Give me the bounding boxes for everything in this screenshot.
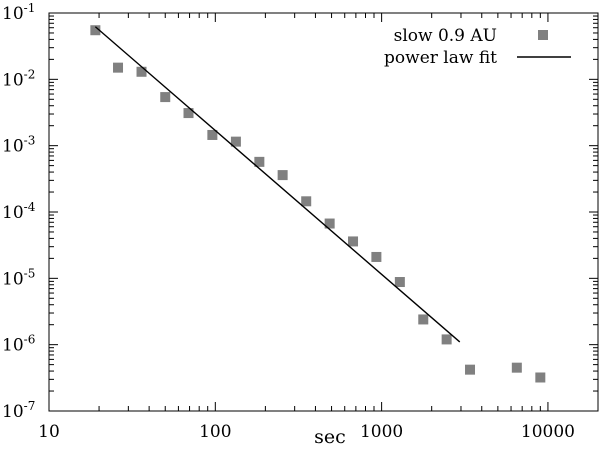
y-tick-label: 10-5 [2,266,35,289]
y-tick-label: 10-2 [2,67,35,90]
data-point [324,218,335,229]
data-point [441,334,452,345]
fit-line [94,26,461,343]
data-point [113,62,124,73]
y-tick-label: 10-1 [2,1,35,24]
data-point [90,25,101,36]
data-point [160,92,171,103]
data-point [136,66,147,77]
x-axis-title: sec [314,426,346,448]
data-point [301,196,312,207]
axis-tick-labels: 10 100 1000 10000 10-1 10-2 10-3 10-4 10-5 10-6 10… [2,1,575,442]
data-point [511,362,522,373]
x-tick-label: 100 [199,422,231,442]
data-point [254,156,265,167]
legend-label: power law fit [384,48,497,68]
data-point [277,170,288,181]
y-tick-label: 10-7 [2,399,35,422]
x-tick-label: 10000 [521,422,575,442]
data-point [230,136,241,147]
legend-label: slow 0.9 AU [394,26,497,46]
y-tick-label: 10-6 [2,333,35,356]
legend-marker-swatch [538,30,548,40]
plot-frame [48,12,599,412]
axis-ticks [48,12,599,412]
data-point [465,364,476,375]
data-point [371,251,382,262]
data-point [535,372,546,383]
data-point [207,129,218,140]
data-point [183,108,194,119]
x-tick-label: 10 [38,422,60,442]
series-layer [90,25,546,383]
x-tick-label: 1000 [360,422,403,442]
y-tick-label: 10-4 [2,200,36,223]
y-tick-label: 10-3 [2,134,35,157]
data-point [394,277,405,288]
data-point [348,236,359,247]
data-point [418,314,429,325]
